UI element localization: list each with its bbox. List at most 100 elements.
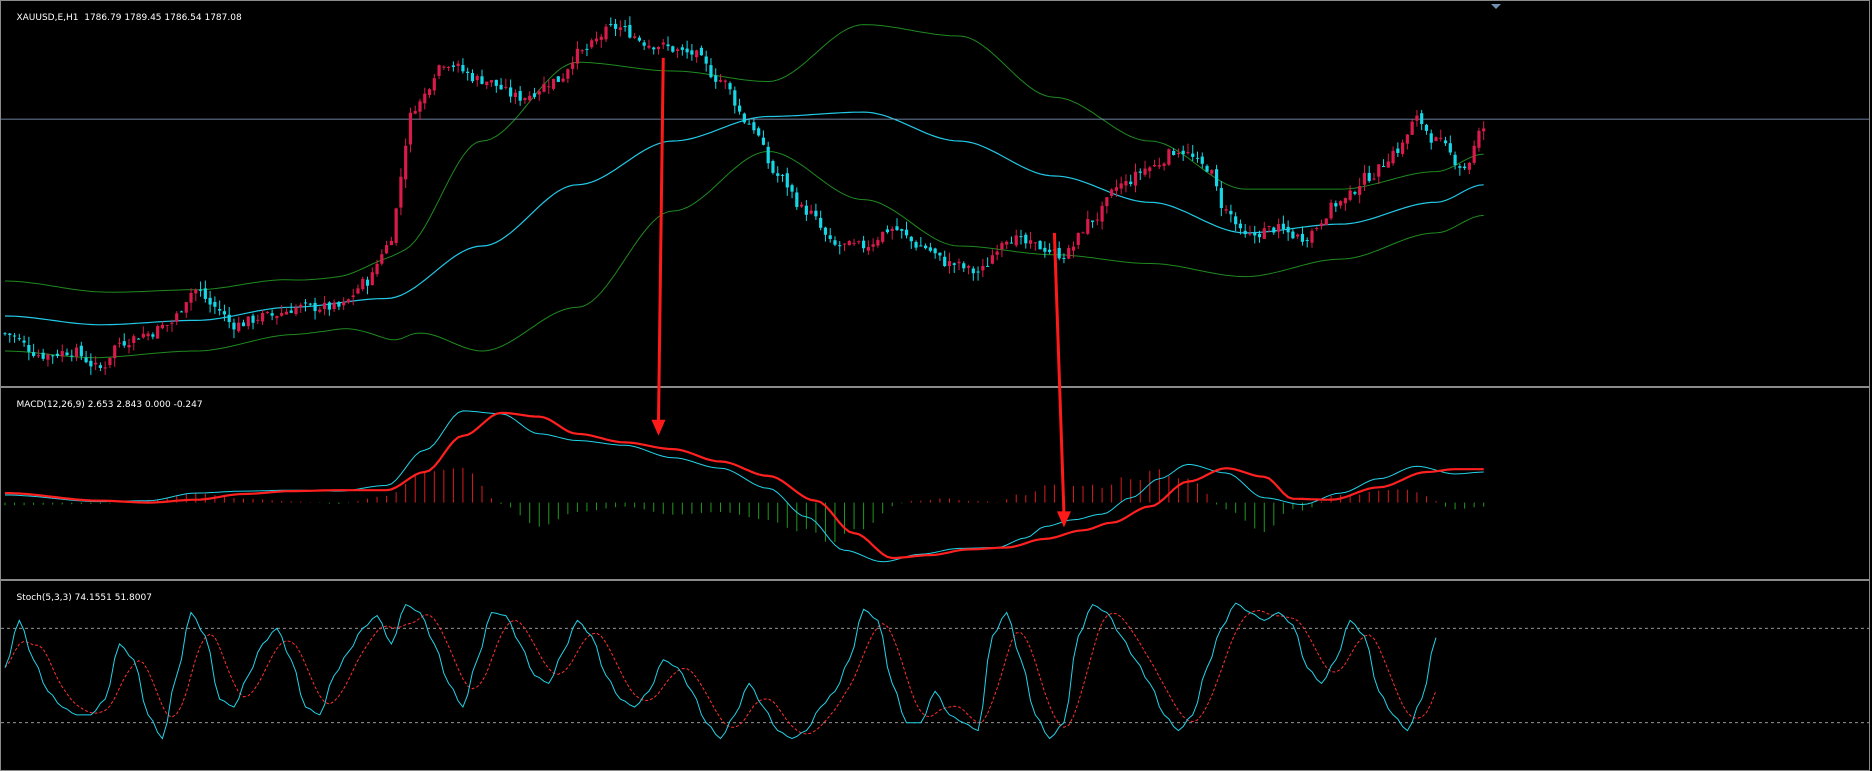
candle-body xyxy=(94,362,98,365)
candle-body xyxy=(776,173,780,176)
candle-body xyxy=(385,245,389,254)
candle-body xyxy=(1276,224,1281,232)
candle-body xyxy=(1176,153,1181,155)
candle-body xyxy=(747,123,751,125)
candle-body xyxy=(98,365,102,368)
candle-body xyxy=(914,242,918,248)
candle-body xyxy=(547,86,551,88)
candle-body xyxy=(1090,220,1095,222)
candle-body xyxy=(895,226,899,231)
candle-body xyxy=(1396,148,1400,154)
macd-values: 2.653 2.843 0.000 -0.247 xyxy=(87,400,203,410)
candle-body xyxy=(885,229,890,233)
candle-body xyxy=(17,338,21,340)
candle-body xyxy=(962,263,966,269)
candle-body xyxy=(194,289,198,294)
candle-body xyxy=(1472,145,1476,163)
candle-body xyxy=(804,205,808,215)
stochastic-signal-line xyxy=(4,609,1437,735)
candle-body xyxy=(1181,150,1185,155)
candle-body xyxy=(74,347,79,357)
candle-body xyxy=(1267,226,1271,228)
macd-chart[interactable] xyxy=(1,388,1869,579)
candle-body xyxy=(1024,234,1028,244)
candle-body xyxy=(528,95,532,101)
moving-average-line xyxy=(4,111,1484,326)
candle-body xyxy=(556,76,560,82)
candle-body xyxy=(1148,167,1152,172)
candle-body xyxy=(623,26,627,28)
candle-body xyxy=(160,324,165,329)
candle-body xyxy=(866,247,870,251)
candle-body xyxy=(1152,164,1157,167)
candle-body xyxy=(1372,178,1376,180)
candle-body xyxy=(1143,168,1147,175)
candle-body xyxy=(1429,133,1433,143)
ohlc-readout: 1786.79 1789.45 1786.54 1787.08 xyxy=(84,13,242,23)
candle-body xyxy=(108,357,112,365)
candle-body xyxy=(637,37,642,41)
candle-body xyxy=(408,112,413,145)
candle-body xyxy=(1214,169,1219,187)
candle-body xyxy=(361,278,365,290)
candle-body xyxy=(1167,149,1171,165)
candle-body xyxy=(690,50,694,55)
macd-main-line xyxy=(5,410,1484,563)
candle-body xyxy=(1071,246,1076,251)
candle-body xyxy=(1100,205,1104,222)
candle-body xyxy=(561,78,565,82)
candle-body xyxy=(1434,137,1438,142)
candle-body xyxy=(1028,240,1033,244)
candle-body xyxy=(1234,216,1238,225)
candle-body xyxy=(928,247,932,251)
candle-body xyxy=(480,76,484,84)
candle-body xyxy=(1262,228,1266,239)
candle-body xyxy=(404,145,408,180)
candle-body xyxy=(599,36,603,40)
candle-body xyxy=(256,319,260,321)
stochastic-chart[interactable] xyxy=(1,581,1869,770)
candle-body xyxy=(175,313,179,322)
candle-body xyxy=(113,345,117,359)
candle-body xyxy=(280,313,284,316)
candle-body xyxy=(1253,232,1257,236)
candle-body xyxy=(1358,186,1362,195)
candle-body xyxy=(1229,210,1233,215)
candle-body xyxy=(1219,187,1223,209)
candle-body xyxy=(380,254,384,264)
candle-body xyxy=(876,240,880,246)
candle-body xyxy=(1482,128,1486,132)
candle-body xyxy=(275,316,279,319)
candle-body xyxy=(427,89,432,95)
stochastic-label: Stoch(5,3,3) xyxy=(16,593,72,603)
candle-body xyxy=(1052,249,1056,251)
candle-body xyxy=(399,176,403,208)
candle-body xyxy=(871,244,875,247)
candle-body xyxy=(590,40,594,48)
candle-body xyxy=(1286,226,1290,233)
candle-body xyxy=(714,75,718,82)
candle-body xyxy=(1095,219,1099,221)
candle-body xyxy=(365,279,370,286)
candle-body xyxy=(318,309,322,312)
candle-body xyxy=(1191,153,1195,157)
candle-body xyxy=(1415,115,1419,121)
candle-body xyxy=(1334,203,1338,207)
candle-body xyxy=(1033,242,1037,244)
candle-body xyxy=(146,333,150,337)
candle-body xyxy=(785,173,789,188)
candle-body xyxy=(475,76,479,81)
stochastic-pane[interactable]: Stoch(5,3,3) 74.1551 51.8007 xyxy=(0,580,1870,771)
candle-body xyxy=(1453,154,1457,166)
candle-body xyxy=(237,322,241,332)
candle-body xyxy=(1458,166,1462,168)
price-chart[interactable] xyxy=(1,1,1869,386)
price-chart-title: XAUUSD,E,H1 1786.79 1789.45 1786.54 1787… xyxy=(5,3,242,33)
candle-body xyxy=(566,69,570,79)
candle-body xyxy=(947,261,952,267)
macd-pane[interactable]: MACD(12,26,9) 2.653 2.843 0.000 -0.247 xyxy=(0,387,1870,580)
candle-body xyxy=(332,302,336,310)
candle-body xyxy=(1386,161,1390,168)
candle-body xyxy=(709,65,713,78)
price-chart-pane[interactable]: XAUUSD,E,H1 1786.79 1789.45 1786.54 1787… xyxy=(0,0,1870,387)
